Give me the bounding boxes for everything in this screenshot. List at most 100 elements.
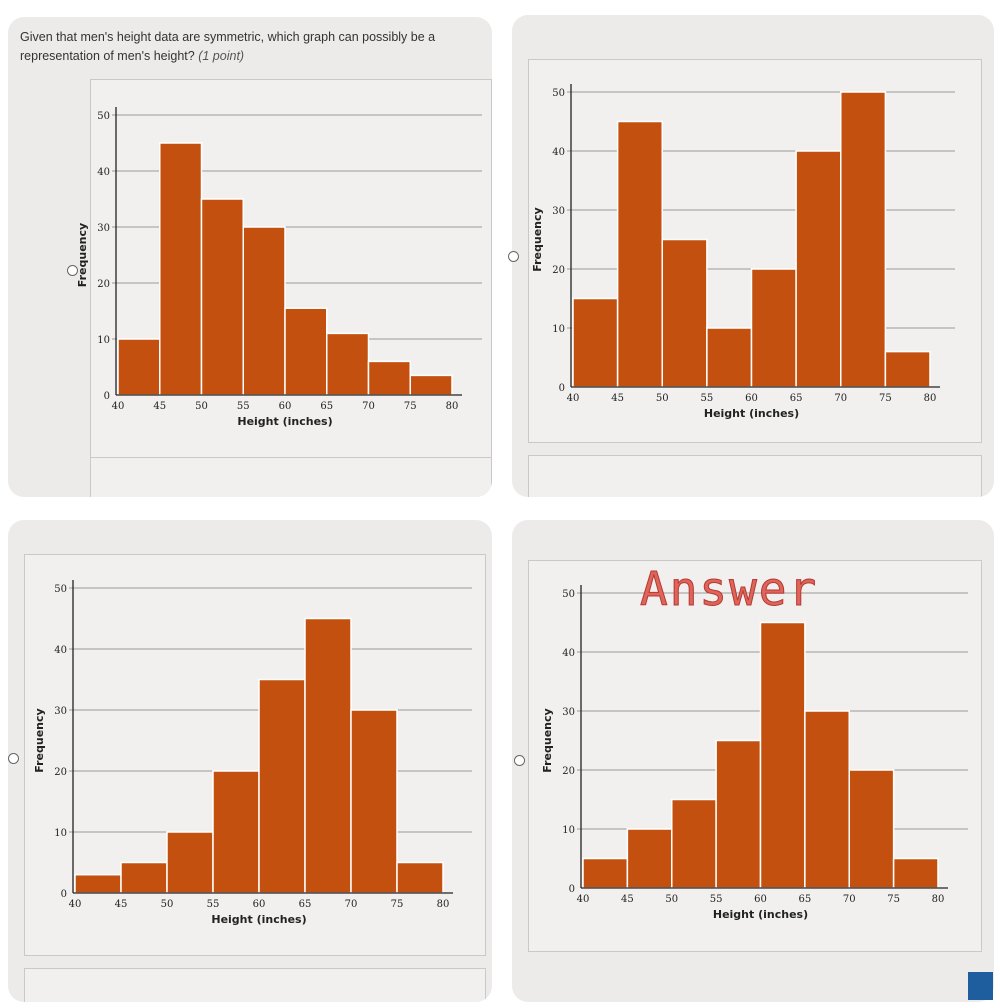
histogram-bar [166, 831, 214, 894]
histogram-bar [409, 374, 453, 396]
x-tick-label: 50 [161, 899, 174, 910]
histogram-bar [848, 769, 895, 889]
y-axis-label: Frequency [541, 708, 554, 772]
x-tick-label: 70 [362, 401, 375, 412]
y-tick-label: 30 [97, 223, 110, 234]
x-tick-label: 55 [237, 401, 250, 412]
x-tick-label: 75 [391, 899, 404, 910]
y-tick-label: 0 [569, 884, 575, 895]
y-tick-label: 20 [97, 279, 110, 290]
y-tick-label: 40 [552, 147, 565, 158]
x-tick-label: 75 [404, 401, 417, 412]
x-tick-label: 60 [745, 393, 758, 404]
next-button[interactable] [968, 972, 993, 1000]
x-tick-label: 55 [710, 894, 723, 905]
y-tick-label: 30 [552, 206, 565, 217]
x-tick-label: 75 [879, 393, 892, 404]
histogram-bar [671, 798, 717, 889]
x-tick-label: 55 [701, 393, 714, 404]
y-tick-label: 50 [54, 584, 67, 595]
y-tick-label: 0 [559, 383, 565, 394]
y-tick-label: 40 [97, 167, 110, 178]
x-tick-label: 75 [887, 894, 900, 905]
histogram-bar [258, 678, 306, 894]
histogram-bar [804, 710, 850, 889]
histogram-bar [284, 307, 328, 396]
y-tick-label: 10 [552, 324, 565, 335]
x-axis-label: Height (inches) [237, 415, 332, 428]
histogram-option-1: 0 10 20 30 40 50 40 45 50 55 60 65 70 75 80 Height (inc… [76, 107, 482, 428]
x-tick-label: 60 [279, 401, 292, 412]
x-tick-label: 50 [665, 894, 678, 905]
x-tick-label: 60 [754, 894, 767, 905]
y-tick-label: 50 [97, 111, 110, 122]
chart-frame-next [24, 968, 486, 1002]
x-tick-label: 65 [790, 393, 803, 404]
histogram-bar [212, 770, 260, 894]
histogram-bar [350, 709, 398, 894]
histogram-option-2: 0 10 20 30 40 50 40 45 50 55 60 65 70 75 80 Height (inc… [531, 84, 955, 420]
histogram-option-3: 0 10 20 30 40 50 40 45 50 55 60 65 70 75 80 Height (inc… [33, 580, 472, 926]
x-tick-label: 70 [834, 393, 847, 404]
x-tick-label: 80 [932, 894, 945, 905]
x-tick-label: 50 [195, 401, 208, 412]
histogram-bar [795, 150, 842, 388]
y-tick-label: 0 [104, 391, 110, 402]
y-tick-label: 10 [54, 828, 67, 839]
y-tick-label: 50 [562, 589, 575, 600]
y-axis-label: Frequency [33, 708, 46, 772]
radio-option-1[interactable] [67, 265, 78, 276]
histogram-bar [304, 617, 352, 894]
histogram-bar [715, 739, 762, 889]
x-tick-label: 45 [153, 401, 166, 412]
histogram-bar [159, 142, 203, 396]
histogram-bar [884, 350, 931, 388]
x-tick-label: 60 [253, 899, 266, 910]
histogram-bar [74, 873, 122, 894]
x-tick-label: 45 [115, 899, 128, 910]
histogram-bar [582, 857, 629, 889]
y-tick-label: 50 [552, 88, 565, 99]
x-tick-label: 40 [112, 401, 125, 412]
radio-option-4[interactable] [514, 755, 525, 766]
x-tick-label: 55 [207, 899, 220, 910]
x-tick-label: 65 [299, 899, 312, 910]
y-axis-label: Frequency [76, 223, 89, 287]
answer-annotation: Answer [639, 562, 819, 617]
panel-option-1 [8, 17, 492, 497]
y-tick-label: 40 [562, 648, 575, 659]
histogram-bar [367, 360, 411, 396]
radio-option-3[interactable] [8, 753, 19, 764]
histogram-bar [750, 268, 797, 388]
x-tick-label: 65 [799, 894, 812, 905]
histogram-bar [326, 332, 370, 396]
y-tick-label: 0 [61, 889, 67, 900]
x-tick-label: 45 [611, 393, 624, 404]
histogram-bar [117, 338, 161, 396]
histogram-bar [626, 828, 673, 889]
x-tick-label: 80 [437, 899, 450, 910]
x-tick-label: 70 [345, 899, 358, 910]
histogram-bar [242, 226, 286, 396]
x-tick-label: 45 [621, 894, 634, 905]
x-axis-label: Height (inches) [713, 908, 808, 921]
radio-option-2[interactable] [508, 251, 519, 262]
histogram-bar [200, 198, 244, 396]
x-tick-label: 65 [320, 401, 333, 412]
histogram-bar [759, 621, 806, 889]
histogram-bar [892, 857, 939, 889]
histogram-bar [396, 861, 444, 894]
histogram-bar [616, 120, 663, 388]
y-tick-label: 20 [54, 767, 67, 778]
x-tick-label: 80 [446, 401, 459, 412]
x-tick-label: 40 [567, 393, 580, 404]
y-tick-label: 20 [562, 766, 575, 777]
histogram-option-4: 0 10 20 30 40 50 40 45 50 55 60 65 70 75 80 Height (inc… [541, 585, 968, 921]
histogram-bar [120, 861, 168, 894]
histogram-bar [706, 327, 753, 388]
y-tick-label: 30 [54, 706, 67, 717]
x-tick-label: 40 [577, 894, 590, 905]
question-points: (1 point) [198, 49, 245, 63]
question-body: Given that men's height data are symmetr… [20, 30, 436, 63]
